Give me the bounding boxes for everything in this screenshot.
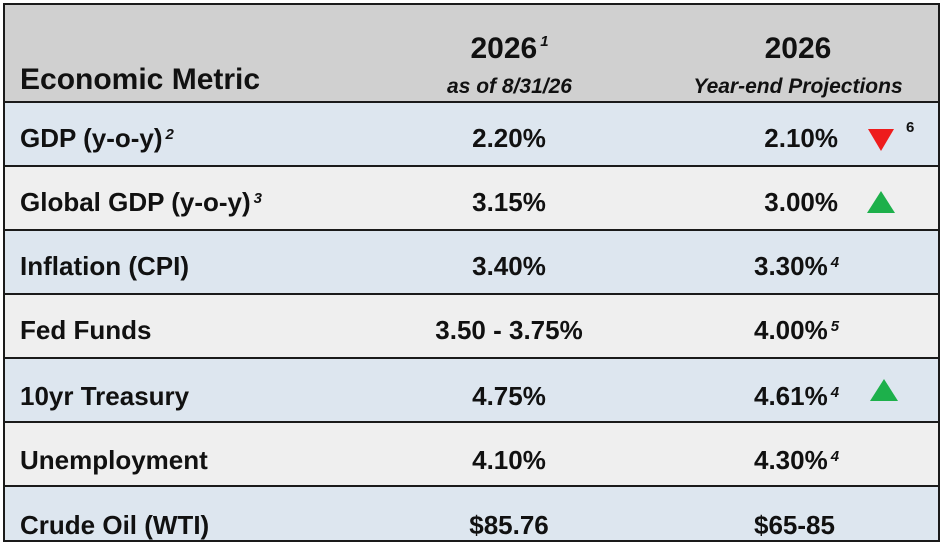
metric-label: Inflation (CPI)	[20, 251, 189, 281]
trend-up-icon	[867, 191, 895, 213]
projection-value: $65-85	[754, 510, 835, 540]
table-row: Global GDP (y-o-y) 3 3.15% 3.00%	[5, 167, 938, 231]
projection-text: 4.61%	[754, 381, 828, 411]
metric-label: GDP (y-o-y) 2	[20, 123, 174, 154]
current-column-header: 2026 1	[407, 32, 612, 66]
current-column-title: 2026	[470, 32, 538, 65]
projection-text: 3.00%	[764, 187, 838, 217]
table-row: Inflation (CPI) 3.40% 3.30% 4	[5, 231, 938, 295]
metric-name: GDP (y-o-y)	[20, 123, 163, 153]
metric-label: Crude Oil (WTI)	[20, 510, 210, 540]
projection-text: 2.10%	[764, 123, 838, 153]
projection-value: 2.10%	[681, 123, 838, 154]
current-value: 4.10%	[472, 445, 546, 475]
current-value: 2.20%	[472, 123, 546, 153]
table-row: Unemployment 4.10% 4.30% 4	[5, 423, 938, 487]
current-value: 3.50 - 3.75%	[435, 315, 583, 345]
table-row: Fed Funds 3.50 - 3.75% 4.00% 5	[5, 295, 938, 359]
projection-value: 4.00% 5	[754, 315, 839, 346]
metric-label: Global GDP (y-o-y) 3	[20, 187, 262, 218]
projection-value: 4.61% 4	[754, 381, 839, 412]
metric-label: Unemployment	[20, 445, 208, 475]
table-row: GDP (y-o-y) 2 2.20% 2.10% 6	[5, 103, 938, 167]
projection-text: 4.00%	[754, 315, 828, 345]
current-value: 3.15%	[472, 187, 546, 217]
metric-footnote: 2	[165, 126, 174, 143]
metric-name: Global GDP (y-o-y)	[20, 187, 251, 217]
projection-footnote: 4	[830, 448, 840, 465]
projection-text: 4.30%	[754, 445, 828, 475]
current-value: 3.40%	[472, 251, 546, 281]
current-value: $85.76	[469, 510, 549, 540]
projection-column-subtitle: Year-end Projections	[693, 75, 903, 98]
projection-footnote: 4	[830, 254, 840, 271]
current-column-subtitle: as of 8/31/26	[447, 75, 572, 98]
table-row: Crude Oil (WTI) $85.76 $65-85	[5, 487, 938, 540]
trend-down-icon	[868, 129, 894, 151]
metric-column-header: Economic Metric	[20, 63, 261, 96]
projection-column-title: 2026	[764, 32, 832, 65]
economic-metrics-table: Economic Metric 2026 1 as of 8/31/26 2026…	[3, 3, 940, 542]
table-header: Economic Metric 2026 1 as of 8/31/26 2026…	[5, 5, 938, 103]
projection-value: 3.00%	[681, 187, 838, 218]
projection-text: 3.30%	[754, 251, 828, 281]
trend-up-icon	[870, 379, 898, 401]
metric-footnote: 3	[253, 190, 262, 207]
projection-value: 3.30% 4	[754, 251, 839, 282]
current-column-footnote: 1	[540, 33, 549, 50]
projection-footnote: 4	[830, 384, 840, 401]
table-row: 10yr Treasury 4.75% 4.61% 4	[5, 359, 938, 423]
metric-label: Fed Funds	[20, 315, 152, 345]
projection-footnote: 5	[830, 318, 840, 335]
current-value: 4.75%	[472, 381, 546, 411]
trend-footnote: 6	[906, 119, 915, 136]
projection-value: 4.30% 4	[754, 445, 839, 476]
metric-label: 10yr Treasury	[20, 381, 190, 411]
